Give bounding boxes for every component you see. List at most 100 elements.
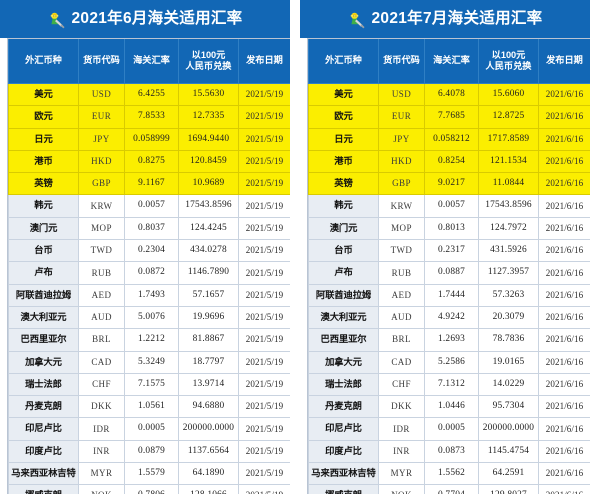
table-row: 美元 USD 6.4078 15.6060 2021/6/16 (308, 82, 590, 107)
cell-currency-code: KRW (78, 194, 125, 218)
cell-customs-rate: 7.1312 (424, 372, 479, 397)
cell-publish-date: 2021/5/19 (238, 172, 290, 196)
cell-publish-date: 2021/5/19 (238, 149, 290, 174)
table-row: 澳门元 MOP 0.8037 124.4245 2021/5/19 (8, 216, 290, 241)
cell-currency-name: 巴西里亚尔 (8, 328, 79, 352)
cell-per-100-cny: 431.5926 (478, 239, 539, 263)
cell-publish-date: 2021/5/19 (238, 417, 290, 441)
cell-customs-rate: 5.0076 (124, 305, 179, 330)
cell-currency-name: 英镑 (8, 172, 79, 196)
cell-customs-rate: 0.0872 (124, 261, 179, 285)
table-row: 澳大利亚元 AUD 5.0076 19.9696 2021/5/19 (8, 305, 290, 330)
table-row: 印度卢比 INR 0.0879 1137.6564 2021/5/19 (8, 439, 290, 464)
cell-customs-rate: 6.4255 (124, 82, 179, 107)
cell-customs-rate: 4.9242 (424, 305, 479, 330)
cell-publish-date: 2021/6/16 (538, 350, 590, 374)
cell-per-100-cny: 12.7335 (178, 105, 239, 129)
cell-currency-code: AUD (378, 305, 425, 330)
table-row: 日元 JPY 0.058212 1717.8589 2021/6/16 (308, 127, 590, 151)
cell-per-100-cny: 95.7304 (478, 395, 539, 419)
cell-publish-date: 2021/6/16 (538, 194, 590, 218)
cell-per-100-cny: 17543.8596 (478, 194, 539, 218)
cell-per-100-cny: 17543.8596 (178, 194, 239, 218)
cell-publish-date: 2021/6/16 (538, 127, 590, 151)
cell-currency-name: 美元 (8, 82, 79, 107)
cell-per-100-cny: 10.9689 (178, 172, 239, 196)
cell-customs-rate: 5.3249 (124, 350, 179, 374)
col-header-customs-rate: 海关汇率 (424, 38, 479, 84)
cell-currency-code: AED (378, 283, 425, 307)
cell-currency-name: 挪威克朗 (308, 484, 379, 494)
cell-currency-code: INR (78, 439, 125, 464)
table-row: 卢布 RUB 0.0872 1146.7890 2021/5/19 (8, 261, 290, 285)
cell-currency-code: HKD (378, 149, 425, 174)
cell-publish-date: 2021/6/16 (538, 462, 590, 486)
cell-currency-name: 巴西里亚尔 (308, 328, 379, 352)
cell-publish-date: 2021/5/19 (238, 395, 290, 419)
table-row: 印尼卢比 IDR 0.0005 200000.0000 2021/6/16 (308, 417, 590, 441)
cell-currency-code: CAD (378, 350, 425, 374)
cell-customs-rate: 0.0873 (424, 439, 479, 464)
cell-customs-rate: 1.2212 (124, 328, 179, 352)
table-row: 英镑 GBP 9.1167 10.9689 2021/5/19 (8, 172, 290, 196)
cell-customs-rate: 1.7493 (124, 283, 179, 307)
cell-customs-rate: 5.2586 (424, 350, 479, 374)
rate-panel-july: 2021年7月海关适用汇率 外汇币种 货币代码 海关汇率 以100元 人民币兑换… (300, 0, 590, 494)
cell-currency-code: DKK (78, 395, 125, 419)
cell-customs-rate: 1.5562 (424, 462, 479, 486)
cell-currency-code: CHF (378, 372, 425, 397)
cell-per-100-cny: 124.7972 (478, 216, 539, 241)
table-header-row: 外汇币种 货币代码 海关汇率 以100元 人民币兑换 发布日期 (8, 38, 290, 84)
cell-customs-rate: 1.7444 (424, 283, 479, 307)
col-header-per-100-cny-line2: 人民币兑换 (185, 61, 232, 71)
cell-publish-date: 2021/6/16 (538, 283, 590, 307)
cell-publish-date: 2021/5/19 (238, 82, 290, 107)
rate-panel-june: 2021年6月海关适用汇率 外汇币种 货币代码 海关汇率 以100元 人民币兑换… (0, 0, 290, 494)
cell-currency-code: AED (78, 283, 125, 307)
cell-publish-date: 2021/6/16 (538, 328, 590, 352)
cell-currency-code: MYR (378, 462, 425, 486)
cell-currency-code: NOK (78, 484, 125, 494)
cell-publish-date: 2021/5/19 (238, 261, 290, 285)
table-row: 印尼卢比 IDR 0.0005 200000.0000 2021/5/19 (8, 417, 290, 441)
cell-publish-date: 2021/6/16 (538, 439, 590, 464)
col-header-per-100-cny-line2: 人民币兑换 (485, 61, 532, 71)
cell-per-100-cny: 57.3263 (478, 283, 539, 307)
cell-currency-name: 印尼卢比 (8, 417, 79, 441)
cell-publish-date: 2021/6/16 (538, 172, 590, 196)
cell-customs-rate: 1.0561 (124, 395, 179, 419)
cell-customs-rate: 1.2693 (424, 328, 479, 352)
cell-currency-code: KRW (378, 194, 425, 218)
cell-currency-code: MOP (378, 216, 425, 241)
cell-currency-code: HKD (78, 149, 125, 174)
cell-publish-date: 2021/6/16 (538, 395, 590, 419)
cell-publish-date: 2021/5/19 (238, 305, 290, 330)
col-header-customs-rate: 海关汇率 (124, 38, 179, 84)
table-row: 阿联酋迪拉姆 AED 1.7444 57.3263 2021/6/16 (308, 283, 590, 307)
panel-title-bar-june: 2021年6月海关适用汇率 (0, 0, 290, 38)
cell-customs-rate: 6.4078 (424, 82, 479, 107)
cell-per-100-cny: 14.0229 (478, 372, 539, 397)
cell-currency-name: 欧元 (308, 105, 379, 129)
cell-currency-name: 阿联酋迪拉姆 (308, 283, 379, 307)
cell-currency-name: 瑞士法郎 (308, 372, 379, 397)
table-row: 港币 HKD 0.8254 121.1534 2021/6/16 (308, 149, 590, 174)
cell-publish-date: 2021/5/19 (238, 484, 290, 494)
cell-currency-code: INR (378, 439, 425, 464)
cell-currency-code: USD (78, 82, 125, 107)
cell-currency-name: 挪威克朗 (8, 484, 79, 494)
cell-currency-name: 澳门元 (308, 216, 379, 241)
cell-per-100-cny: 15.5630 (178, 82, 239, 107)
cell-customs-rate: 0.0879 (124, 439, 179, 464)
cell-publish-date: 2021/5/19 (238, 350, 290, 374)
cell-currency-name: 印度卢比 (8, 439, 79, 464)
cell-customs-rate: 7.1575 (124, 372, 179, 397)
table-row: 日元 JPY 0.058999 1694.9440 2021/5/19 (8, 127, 290, 151)
cell-currency-name: 马来西亚林吉特 (308, 462, 379, 486)
table-row: 印度卢比 INR 0.0873 1145.4754 2021/6/16 (308, 439, 590, 464)
cell-publish-date: 2021/5/19 (238, 127, 290, 151)
cell-per-100-cny: 12.8725 (478, 105, 539, 129)
table-row: 英镑 GBP 9.0217 11.0844 2021/6/16 (308, 172, 590, 196)
table-row: 港币 HKD 0.8275 120.8459 2021/5/19 (8, 149, 290, 174)
cell-per-100-cny: 64.1890 (178, 462, 239, 486)
